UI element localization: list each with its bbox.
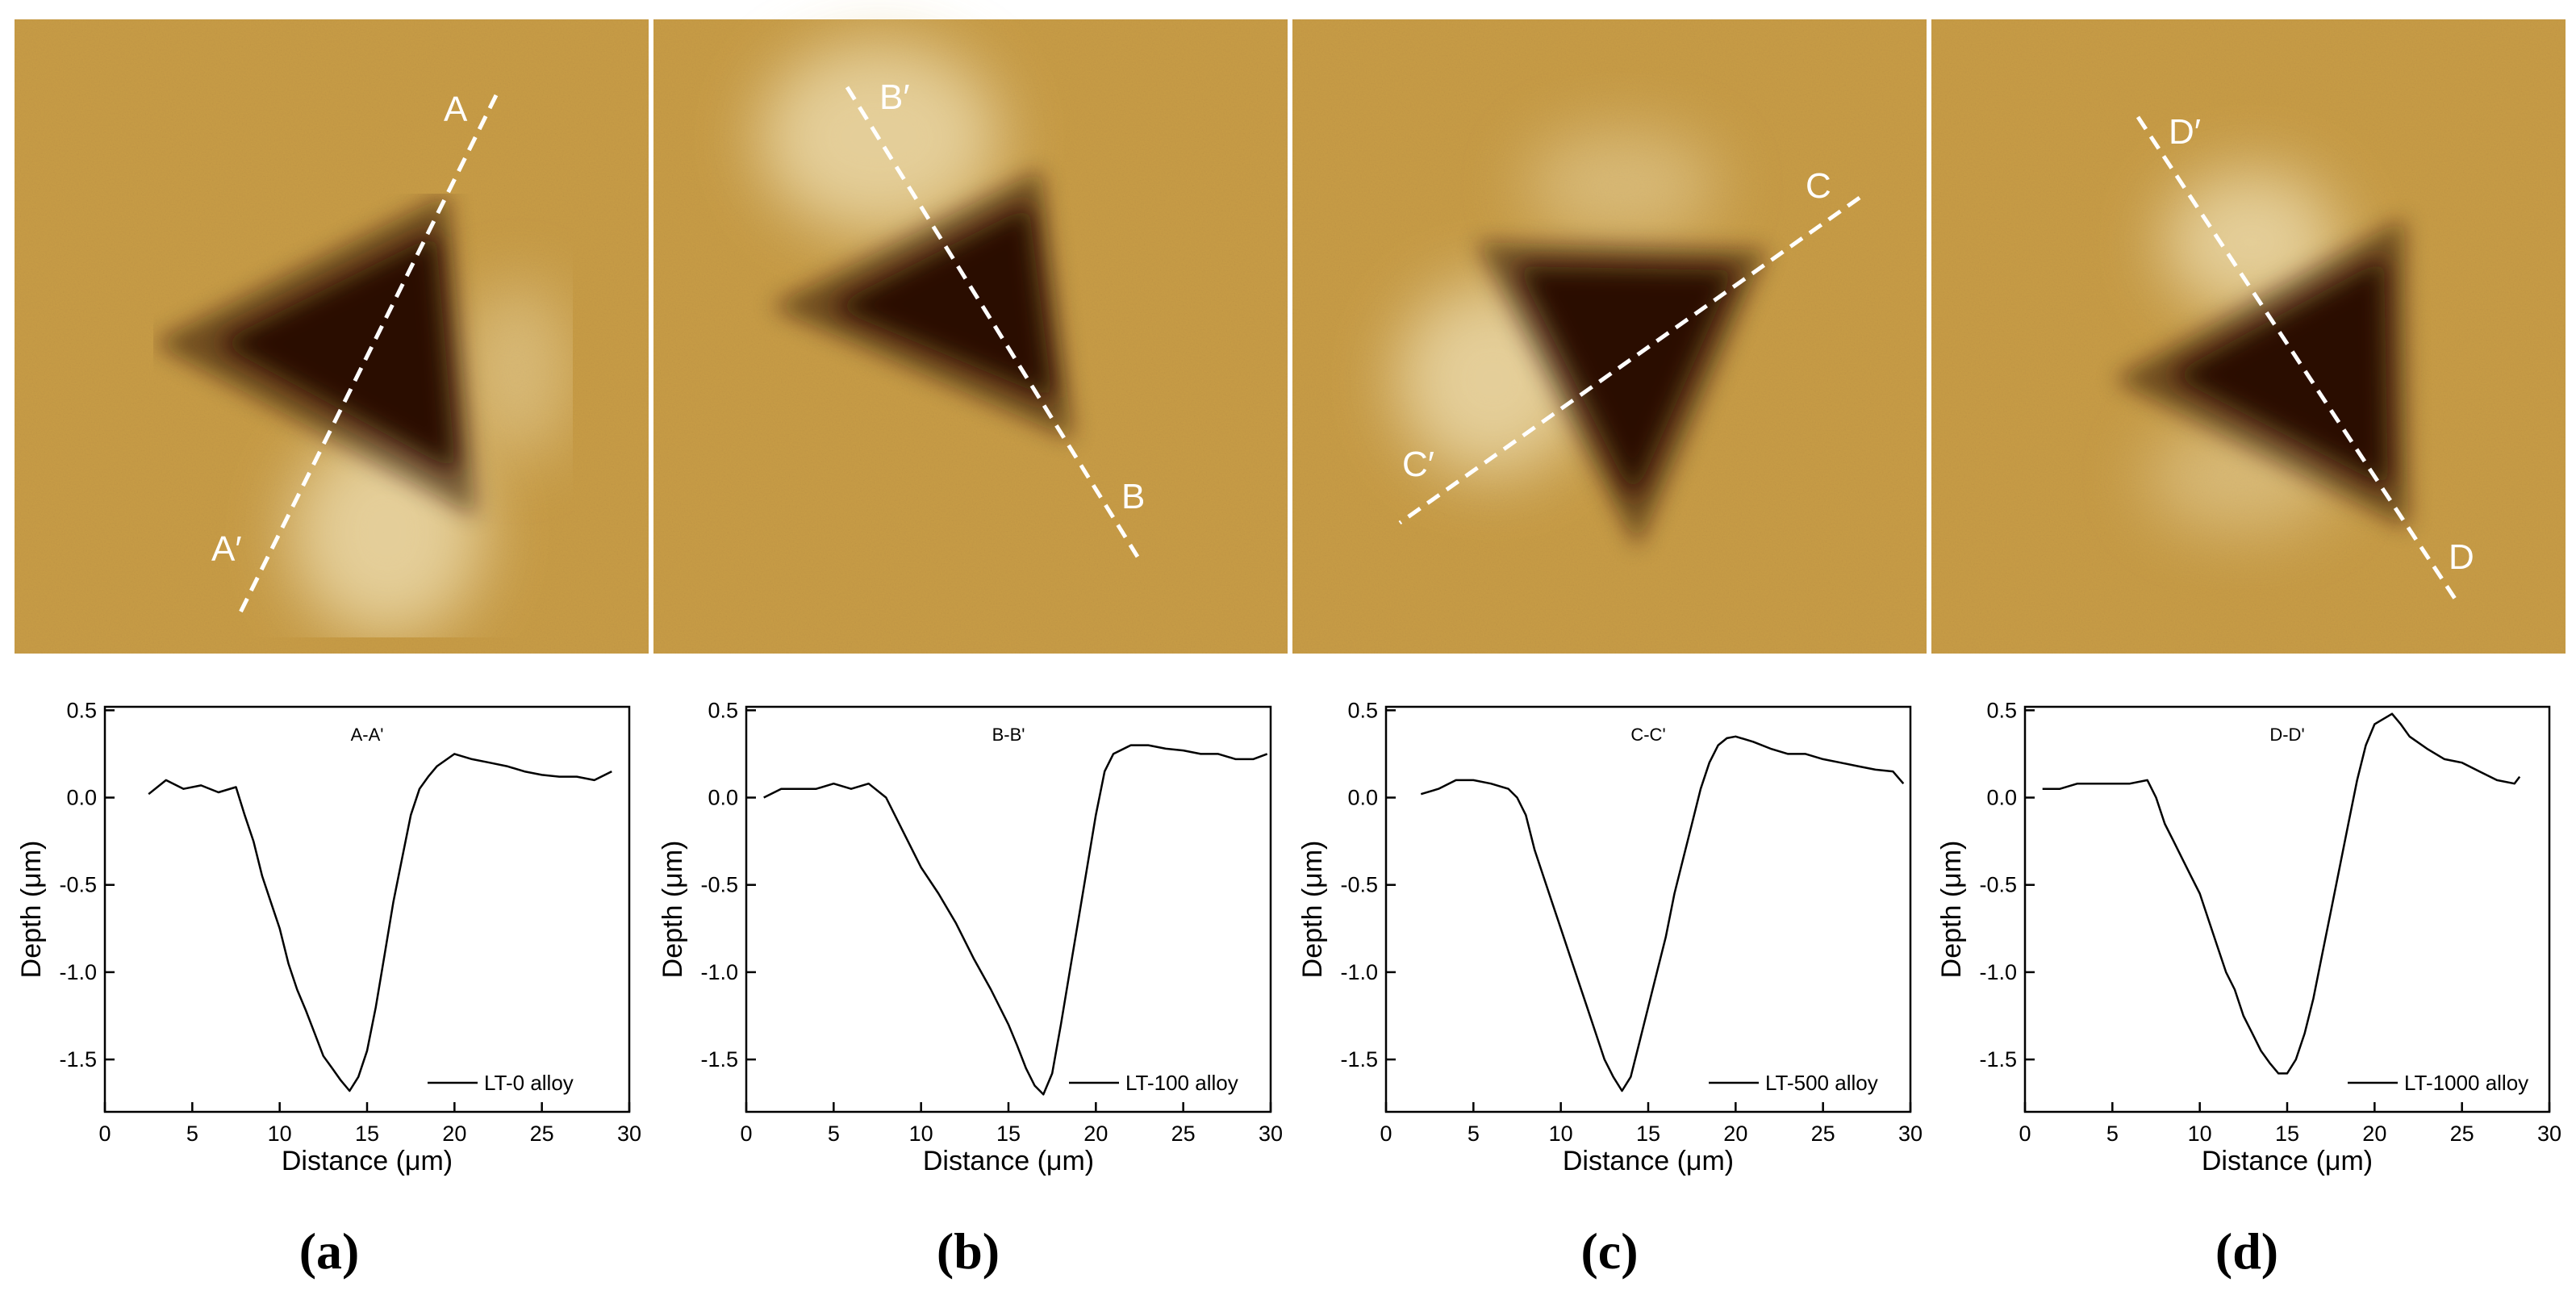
depth-profile-line [1420,735,1905,1092]
depth-profile-chart-b: 0 5 10 15 20 25 30 0.5 0.0 -0.5 -1.0 -1.5 Distance (… [658,698,1283,1176]
chart-title: B-B' [992,725,1025,745]
y-tick-label: -1.5 [1340,1047,1378,1072]
x-tick-label: 5 [828,1122,840,1146]
legend-label: LT-500 alloy [1765,1071,1878,1095]
section-marker-a-start: A [444,90,468,129]
x-tick-label: 25 [2450,1122,2474,1146]
x-tick-label: 5 [2106,1122,2119,1146]
legend-label: LT-1000 alloy [2404,1071,2528,1095]
section-marker-d-start: D [2449,537,2474,577]
x-axis-label: Distance (μm) [2202,1146,2373,1176]
x-tick-label: 0 [2019,1122,2031,1146]
y-axis-label: Depth (μm) [658,841,688,979]
x-tick-label: 25 [1811,1122,1835,1146]
x-axis-label: Distance (μm) [923,1146,1094,1176]
x-tick-label: 10 [1549,1122,1573,1146]
x-tick-label: 30 [1898,1122,1923,1146]
section-marker-c-end: C′ [1402,445,1434,484]
y-axis-label: Depth (μm) [16,841,47,979]
y-tick-label: -1.5 [59,1047,97,1072]
section-marker-c-start: C [1806,166,1831,206]
legend-label: LT-100 alloy [1125,1071,1238,1095]
depth-profile-line [148,753,612,1092]
panel-label-b: (b) [937,1222,1000,1280]
x-tick-label: 20 [1723,1122,1747,1146]
chart-title: D-D' [2269,725,2304,745]
panel-label-c: (c) [1580,1222,1638,1280]
x-tick-label: 5 [1468,1122,1480,1146]
y-tick-label: 0.5 [1986,698,2017,722]
panel-label-a: (a) [299,1222,360,1280]
afm-image-a: A A′ [15,19,649,654]
depth-profile-chart-c: 0 5 10 15 20 25 30 0.5 0.0 -0.5 -1.0 -1.5 Distance (… [1297,698,1923,1176]
y-tick-label: -1.5 [1979,1047,2017,1072]
afm-image-c: C C′ [1292,19,1927,654]
section-marker-b-start: B [1121,477,1145,516]
y-tick-label: 0.0 [708,786,738,810]
x-tick-label: 0 [98,1122,111,1146]
x-tick-label: 0 [740,1122,752,1146]
x-tick-label: 5 [186,1122,198,1146]
plot-frame [1384,705,1912,1113]
y-tick-label: -1.0 [1340,960,1378,984]
y-tick-label: -0.5 [1340,873,1378,897]
y-tick-label: 0.5 [1347,698,1378,722]
y-tick-label: -1.0 [59,960,97,984]
section-marker-a-end: A′ [211,529,242,569]
section-marker-b-end: B′ [879,77,910,117]
x-tick-label: 15 [2275,1122,2299,1146]
y-tick-label: -0.5 [700,873,738,897]
chart-title: A-A' [351,725,384,745]
panel-a: A A′ 0 5 10 15 20 25 30 0.5 0.0 -0.5 -1.0 -1.5 Dista… [15,19,649,1280]
plot-frame [745,705,1272,1113]
x-tick-label: 20 [442,1122,466,1146]
legend-label: LT-0 alloy [484,1071,574,1095]
y-axis-label: Depth (μm) [1936,841,1967,979]
y-tick-label: -0.5 [59,873,97,897]
panel-c: C C′ 0 5 10 15 20 25 30 0.5 0.0 -0.5 -1.0 -1.5 Dista… [1292,19,1927,1280]
x-tick-label: 20 [1083,1122,1108,1146]
afm-image-b: B′ B [653,19,1288,654]
x-tick-label: 30 [1259,1122,1283,1146]
depth-profile-chart-d: 0 5 10 15 20 25 30 0.5 0.0 -0.5 -1.0 -1.5 Distance (… [1936,698,2561,1176]
x-tick-label: 30 [2537,1122,2561,1146]
y-tick-label: 0.0 [66,786,97,810]
y-tick-label: 0.5 [66,698,97,722]
x-tick-label: 0 [1380,1122,1392,1146]
chart-title: C-C' [1630,725,1665,745]
y-tick-label: 0.0 [1986,786,2017,810]
x-axis-label: Distance (μm) [1563,1146,1734,1176]
y-tick-label: -1.0 [1979,960,2017,984]
depth-profile-line [2042,712,2521,1075]
x-tick-label: 15 [1636,1122,1660,1146]
x-tick-label: 20 [2362,1122,2386,1146]
y-tick-label: -1.0 [700,960,738,984]
y-axis-label: Depth (μm) [1297,841,1328,979]
depth-profile-line [763,744,1268,1096]
x-tick-label: 10 [909,1122,933,1146]
panel-b: B′ B 0 5 10 15 20 25 30 0.5 0.0 -0.5 -1.0 -1.5 Dista… [653,19,1288,1280]
panel-d: D′ D 0 5 10 15 20 25 30 0.5 0.0 -0.5 -1.0 -1.5 Dista… [1931,19,2566,1280]
y-tick-label: 0.0 [1347,786,1378,810]
afm-image-d: D′ D [1931,19,2566,654]
y-tick-label: -1.5 [700,1047,738,1072]
x-tick-label: 15 [996,1122,1021,1146]
x-axis-label: Distance (μm) [282,1146,453,1176]
x-tick-label: 25 [1171,1122,1196,1146]
y-tick-label: -0.5 [1979,873,2017,897]
x-tick-label: 10 [2188,1122,2212,1146]
y-tick-label: 0.5 [708,698,738,722]
x-tick-label: 30 [617,1122,641,1146]
panel-label-d: (d) [2215,1222,2278,1280]
depth-profile-chart-a: 0 5 10 15 20 25 30 0.5 0.0 -0.5 -1.0 -1.5 Distance (… [16,698,641,1176]
section-marker-d-end: D′ [2169,112,2201,152]
x-tick-label: 10 [268,1122,292,1146]
x-tick-label: 15 [355,1122,379,1146]
x-tick-label: 25 [530,1122,554,1146]
